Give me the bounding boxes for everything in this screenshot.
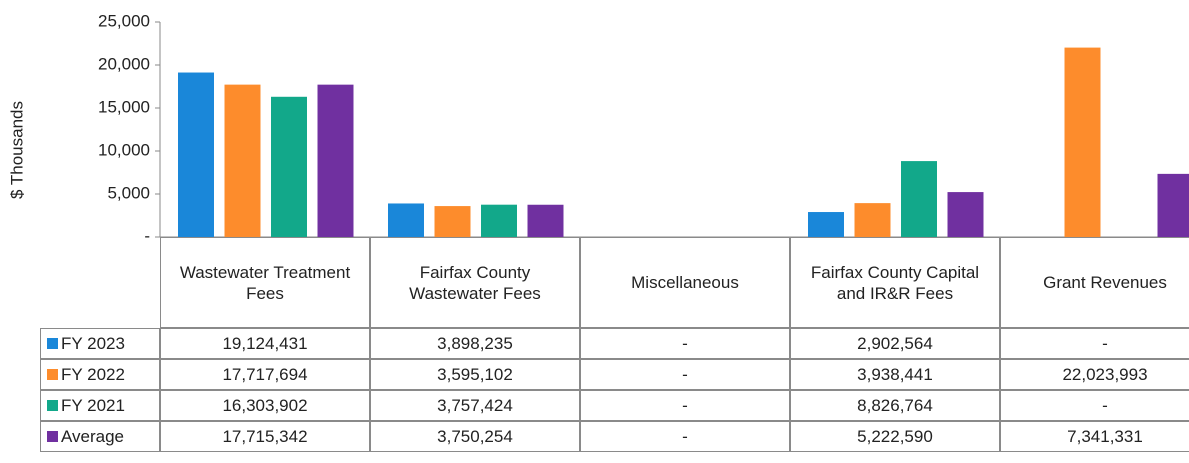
category-label: Fairfax County Capital and IR&R Fees	[790, 237, 1000, 328]
legend-cell: FY 2021	[40, 390, 160, 421]
table-cell: 7,341,331	[1000, 421, 1189, 452]
legend-swatch	[47, 338, 58, 349]
bar	[527, 204, 564, 237]
bar	[388, 203, 424, 237]
table-cell: 3,757,424	[370, 390, 580, 421]
bar	[808, 212, 844, 237]
table-cell: -	[1000, 328, 1189, 359]
table-cell: -	[580, 421, 790, 452]
table-cell: 3,595,102	[370, 359, 580, 390]
legend-label: FY 2021	[61, 396, 125, 415]
bar	[1064, 47, 1101, 237]
table-cell: -	[580, 390, 790, 421]
table-cell: 16,303,902	[160, 390, 370, 421]
category-label: Miscellaneous	[580, 237, 790, 328]
bar	[178, 72, 214, 237]
legend-swatch	[47, 400, 58, 411]
category-label: Fairfax County Wastewater Fees	[370, 237, 580, 328]
table-cell: 17,717,694	[160, 359, 370, 390]
table-cell: 3,750,254	[370, 421, 580, 452]
y-tick-label: 5,000	[107, 183, 150, 202]
table-cell: 3,938,441	[790, 359, 1000, 390]
y-tick-label: 15,000	[98, 97, 150, 116]
bar	[901, 161, 937, 237]
table-cell: 17,715,342	[160, 421, 370, 452]
table-cell: -	[580, 328, 790, 359]
bar	[271, 96, 307, 238]
bar	[434, 206, 471, 237]
bar	[947, 192, 984, 237]
legend-swatch	[47, 431, 58, 442]
legend-cell: Average	[40, 421, 160, 452]
y-tick-label: 20,000	[98, 54, 150, 73]
category-label: Wastewater Treatment Fees	[160, 237, 370, 328]
y-tick-label: -	[144, 226, 150, 245]
legend-cell: FY 2022	[40, 359, 160, 390]
legend-cell: FY 2023	[40, 328, 160, 359]
legend-label: FY 2023	[61, 334, 125, 353]
table-cell: -	[1000, 390, 1189, 421]
table-cell: 2,902,564	[790, 328, 1000, 359]
table-cell: 8,826,764	[790, 390, 1000, 421]
bar	[854, 203, 891, 237]
y-tick-label: 10,000	[98, 140, 150, 159]
category-label: Grant Revenues	[1000, 237, 1189, 328]
table-cell: -	[580, 359, 790, 390]
legend-label: FY 2022	[61, 365, 125, 384]
table-cell: 19,124,431	[160, 328, 370, 359]
legend-swatch	[47, 369, 58, 380]
bar	[224, 84, 261, 237]
table-cell: 22,023,993	[1000, 359, 1189, 390]
bar	[481, 204, 517, 237]
bar	[317, 84, 354, 237]
table-cell: 5,222,590	[790, 421, 1000, 452]
y-axis-label: $ Thousands	[7, 101, 26, 199]
table-cell: 3,898,235	[370, 328, 580, 359]
bar	[1157, 173, 1189, 237]
y-tick-label: 25,000	[98, 11, 150, 30]
legend-label: Average	[61, 427, 125, 446]
